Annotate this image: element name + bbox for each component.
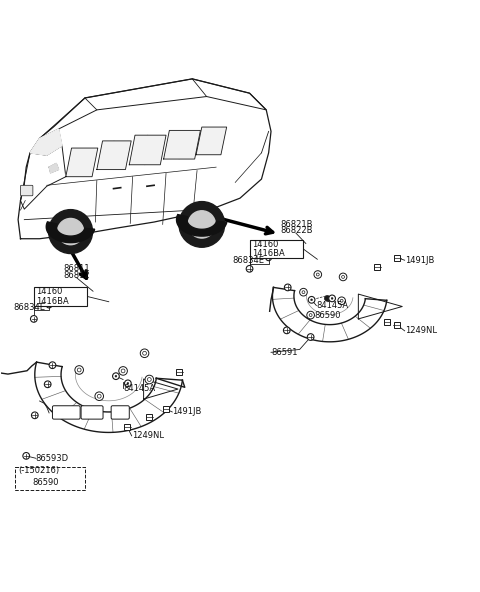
Circle shape — [95, 392, 104, 401]
Polygon shape — [49, 163, 59, 173]
Text: 1416BA: 1416BA — [252, 249, 285, 258]
Circle shape — [127, 382, 129, 384]
Text: 86590: 86590 — [33, 478, 59, 487]
Text: 14160: 14160 — [36, 288, 62, 297]
Text: 86834E: 86834E — [13, 303, 45, 312]
Text: 84145A: 84145A — [316, 301, 348, 310]
Circle shape — [58, 218, 84, 244]
FancyBboxPatch shape — [52, 406, 80, 419]
FancyBboxPatch shape — [15, 467, 85, 490]
Circle shape — [329, 295, 336, 302]
Circle shape — [143, 352, 146, 355]
Circle shape — [307, 334, 314, 340]
Circle shape — [77, 368, 81, 372]
Circle shape — [302, 291, 305, 294]
Circle shape — [340, 300, 343, 302]
Circle shape — [32, 412, 38, 419]
Circle shape — [179, 202, 225, 247]
Circle shape — [119, 366, 127, 375]
Text: (-150216): (-150216) — [19, 466, 60, 475]
Circle shape — [307, 311, 314, 319]
Circle shape — [46, 302, 52, 308]
Circle shape — [97, 394, 101, 398]
Text: 14160: 14160 — [252, 240, 278, 249]
Text: 86591: 86591 — [271, 348, 298, 357]
Circle shape — [311, 299, 312, 301]
Circle shape — [324, 295, 330, 301]
Text: 86812: 86812 — [63, 271, 90, 279]
Circle shape — [121, 369, 125, 373]
Circle shape — [331, 297, 333, 300]
Circle shape — [115, 375, 117, 377]
FancyBboxPatch shape — [250, 240, 303, 258]
Circle shape — [145, 375, 154, 384]
FancyBboxPatch shape — [111, 406, 129, 419]
Circle shape — [342, 275, 345, 278]
Polygon shape — [196, 127, 227, 155]
Circle shape — [266, 255, 272, 260]
FancyBboxPatch shape — [21, 185, 33, 196]
Text: 1491JB: 1491JB — [405, 256, 434, 265]
Circle shape — [284, 284, 291, 291]
Circle shape — [140, 349, 149, 358]
FancyBboxPatch shape — [34, 287, 87, 305]
Circle shape — [338, 297, 346, 305]
Text: 1249NL: 1249NL — [132, 432, 164, 440]
Text: 86811: 86811 — [63, 264, 90, 274]
Circle shape — [246, 265, 253, 272]
Circle shape — [75, 366, 84, 374]
FancyBboxPatch shape — [81, 406, 103, 419]
Circle shape — [314, 271, 322, 278]
Text: 1249NL: 1249NL — [405, 326, 437, 335]
Polygon shape — [66, 148, 98, 176]
Circle shape — [49, 362, 56, 369]
Polygon shape — [164, 130, 200, 159]
Polygon shape — [129, 135, 166, 165]
Circle shape — [300, 288, 307, 296]
Circle shape — [44, 381, 51, 388]
Circle shape — [309, 314, 312, 317]
Circle shape — [23, 452, 30, 459]
Circle shape — [308, 297, 315, 303]
Text: 86590: 86590 — [314, 311, 340, 320]
Circle shape — [147, 378, 151, 381]
Text: 1491JB: 1491JB — [172, 407, 202, 416]
Circle shape — [48, 210, 93, 253]
Circle shape — [17, 479, 24, 485]
Circle shape — [31, 316, 37, 322]
Text: 86822B: 86822B — [281, 226, 313, 235]
Circle shape — [188, 211, 216, 238]
Text: 86821B: 86821B — [281, 220, 313, 229]
Text: 86834E: 86834E — [233, 256, 265, 265]
Polygon shape — [30, 129, 62, 155]
Polygon shape — [177, 214, 227, 236]
Circle shape — [113, 373, 119, 379]
Polygon shape — [46, 222, 95, 243]
Circle shape — [316, 273, 319, 276]
Text: 86593D: 86593D — [36, 453, 69, 463]
Text: 84145A: 84145A — [123, 384, 155, 392]
Circle shape — [283, 327, 290, 334]
Circle shape — [124, 380, 131, 387]
Circle shape — [339, 273, 347, 281]
Polygon shape — [97, 141, 131, 169]
Text: 1416BA: 1416BA — [36, 297, 69, 305]
